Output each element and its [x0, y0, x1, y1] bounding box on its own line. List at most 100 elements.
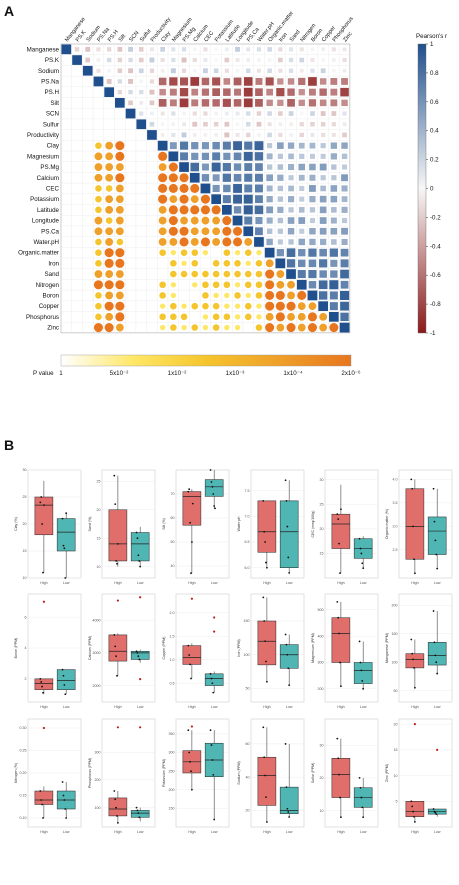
pvalue-circle	[212, 313, 220, 321]
y-tick-label: 60	[171, 516, 175, 520]
y-tick-label: 100	[244, 653, 250, 657]
y-tick-label: 0.20	[20, 771, 27, 775]
data-point	[266, 680, 268, 683]
data-point	[434, 539, 437, 542]
corr-square	[117, 89, 123, 95]
data-point	[266, 566, 268, 569]
data-point	[340, 816, 342, 819]
corr-square	[203, 68, 208, 74]
corr-square	[243, 205, 253, 215]
corr-square	[171, 47, 176, 52]
pvalue-circle	[211, 205, 221, 215]
diag-cell	[329, 312, 339, 322]
pvalue-circle	[105, 173, 114, 182]
data-point	[288, 684, 291, 687]
diag-cell	[275, 258, 286, 269]
corr-square	[341, 78, 348, 85]
pvalue-circle	[179, 205, 189, 215]
y-tick-label: 0.30	[20, 726, 27, 730]
column-label: Sand	[289, 29, 302, 43]
data-point	[410, 638, 413, 641]
corr-square	[309, 153, 315, 159]
pvalue-circle	[168, 226, 178, 236]
corr-square	[342, 57, 347, 63]
pvalue-circle	[190, 238, 199, 246]
data-point	[214, 507, 216, 510]
data-point	[209, 469, 212, 471]
corr-square	[203, 47, 208, 52]
pvalue-circle	[223, 313, 231, 321]
data-point	[117, 542, 119, 545]
pvalue-circle	[94, 227, 103, 236]
corr-square	[192, 57, 197, 63]
pvalue-circle	[212, 238, 221, 246]
data-point	[43, 504, 45, 506]
data-point	[138, 560, 141, 562]
data-point	[263, 530, 266, 533]
corr-square	[233, 77, 242, 86]
corr-square	[319, 163, 327, 171]
corr-square	[340, 87, 349, 97]
pvalue-circle	[256, 249, 262, 256]
y-tick-label: 50	[171, 540, 175, 544]
corr-square	[320, 185, 326, 192]
x-tick-label: Low	[434, 581, 441, 585]
pvalue-circle	[329, 323, 339, 333]
y-tick-label: 300	[95, 750, 101, 754]
pvalue-circle	[170, 270, 177, 278]
pvalue-circle	[202, 314, 209, 320]
data-point	[361, 680, 364, 682]
corr-square	[191, 152, 199, 160]
corr-square	[256, 111, 262, 116]
data-point	[210, 744, 213, 746]
colorbar-tick-label: 0.4	[430, 128, 439, 135]
corr-square	[341, 174, 348, 182]
y-tick-label: 300	[169, 751, 175, 755]
corr-square	[309, 228, 316, 235]
corr-square	[277, 164, 284, 170]
diag-cell	[147, 130, 157, 140]
pvalue-circle	[222, 226, 232, 236]
pvalue-circle	[105, 291, 114, 300]
colorbar-gradient	[417, 43, 427, 334]
corr-square	[213, 68, 219, 74]
corr-square	[278, 122, 283, 127]
box	[56, 669, 76, 690]
pvalue-circle	[93, 323, 103, 333]
outlier-point	[413, 723, 416, 726]
pvalue-circle	[95, 260, 102, 267]
y-tick-label: 20	[246, 809, 250, 813]
corr-square	[149, 121, 155, 127]
y-axis-label: CEC (meq/100g)	[311, 511, 315, 538]
corr-square	[139, 89, 144, 95]
data-point	[264, 640, 266, 643]
corr-square	[182, 122, 186, 127]
pvalue-circle	[212, 302, 220, 310]
pvalue-circle	[190, 205, 200, 215]
pvalue-circle	[170, 313, 177, 321]
pvalue-circle	[115, 184, 124, 193]
data-point	[285, 499, 288, 502]
pvalue-circle	[287, 280, 295, 289]
pvalue-circle	[224, 303, 230, 309]
corr-square	[128, 100, 133, 106]
corr-square	[224, 111, 229, 116]
diag-cell	[179, 162, 189, 172]
data-point	[42, 817, 44, 819]
pvalue-circle	[255, 324, 263, 331]
pvalue-circle	[234, 324, 241, 331]
pvalue-circle	[212, 324, 220, 331]
corr-square	[158, 77, 167, 86]
data-point	[188, 751, 191, 754]
data-point	[362, 816, 365, 819]
x-tick-label: Low	[137, 705, 144, 709]
pvalue-circle	[222, 216, 232, 226]
corr-square	[266, 206, 274, 214]
corr-square	[181, 57, 187, 63]
x-tick-label: Low	[286, 705, 293, 709]
corr-square	[224, 57, 230, 63]
data-point	[410, 800, 413, 803]
corr-square	[330, 88, 338, 96]
